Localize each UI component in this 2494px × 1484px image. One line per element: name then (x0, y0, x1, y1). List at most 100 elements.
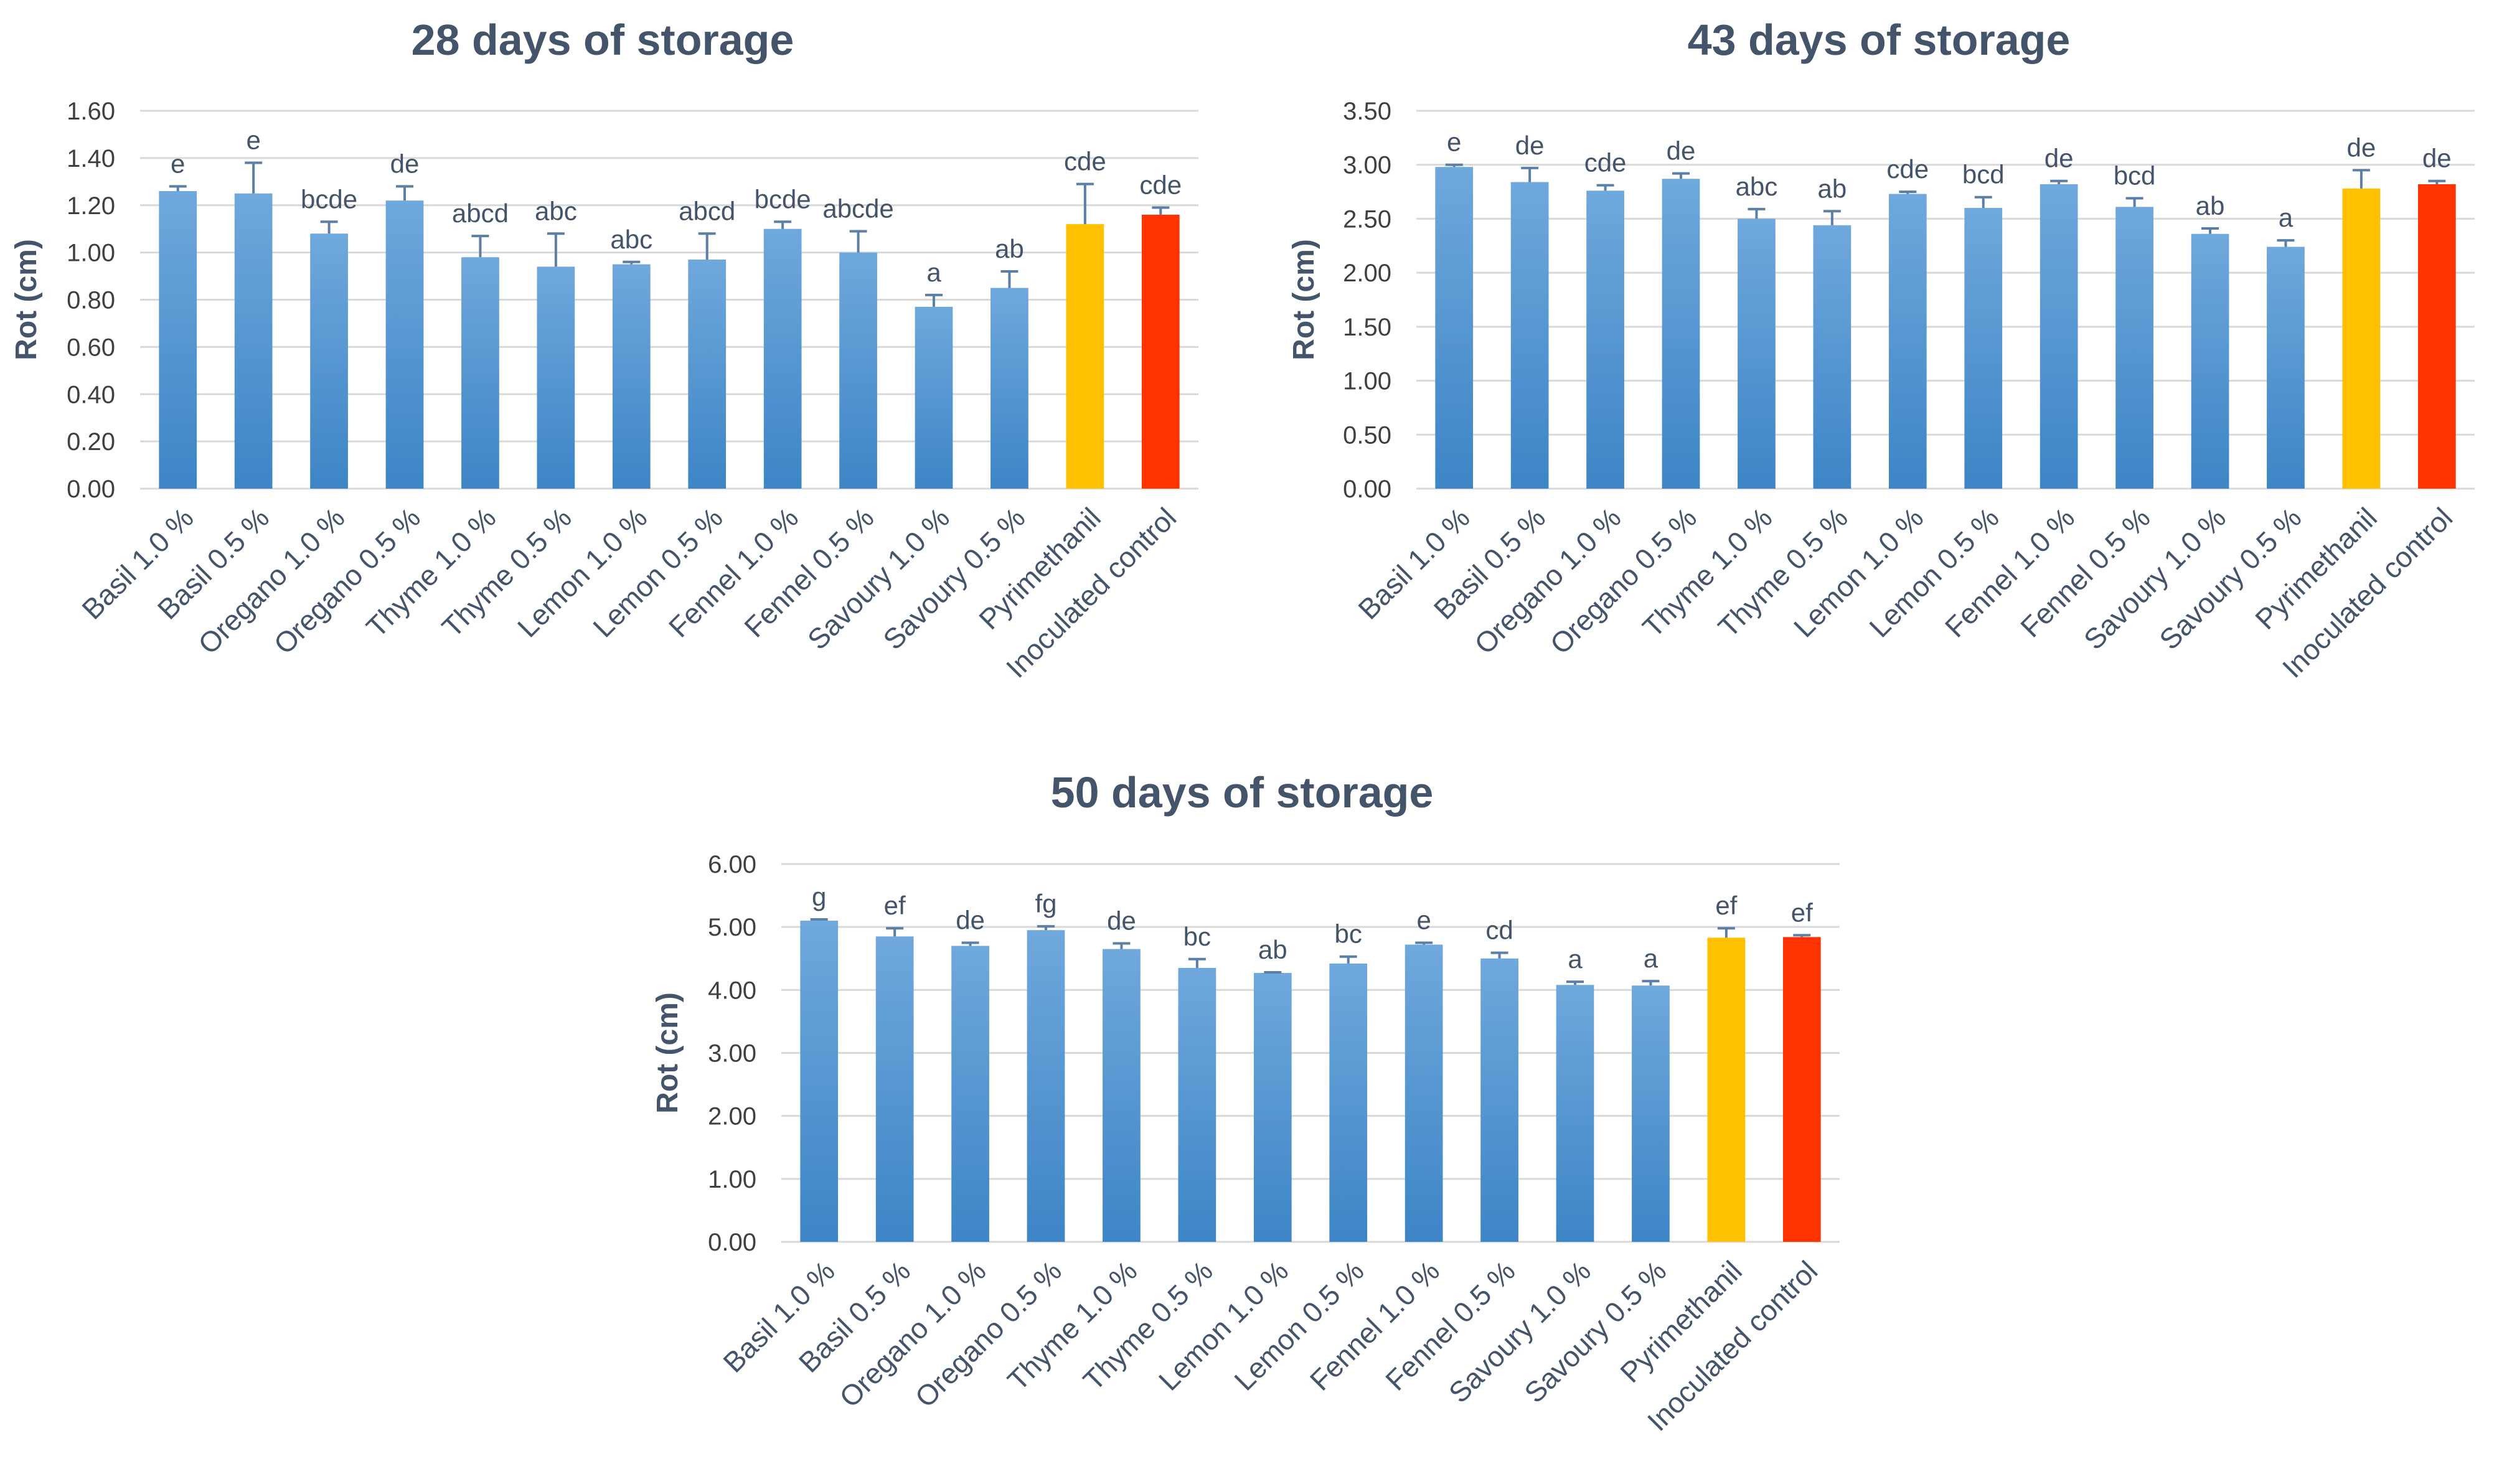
significance-label: ab (1258, 935, 1287, 964)
y-tick-label: 0.40 (67, 381, 115, 408)
bar (612, 264, 651, 489)
bar (2342, 188, 2381, 489)
significance-label: bcde (755, 184, 811, 214)
x-tick-label: Lemon 1.0 % (511, 501, 653, 643)
x-tick-label: Fennel 0.5 % (2014, 501, 2156, 643)
y-tick-label: 6.00 (708, 851, 756, 878)
bar (1556, 985, 1594, 1242)
bar (1027, 930, 1065, 1242)
y-tick-label: 0.00 (67, 476, 115, 503)
significance-label: de (2045, 144, 2074, 173)
significance-label: cde (1139, 171, 1182, 200)
y-tick-label: 0.50 (1343, 421, 1391, 449)
y-tick-label: 2.50 (1343, 205, 1391, 233)
significance-label: cde (1064, 147, 1106, 176)
y-tick-label: 0.00 (1343, 476, 1391, 503)
significance-label: e (1447, 128, 1461, 157)
x-tick-label: Thyme 0.5 % (1077, 1254, 1219, 1396)
y-tick-label: 1.00 (708, 1166, 756, 1193)
bar (385, 200, 424, 489)
x-tick-label: Thyme 1.0 % (1636, 501, 1778, 643)
significance-label: abc (535, 196, 577, 225)
bar (310, 233, 348, 489)
significance-label: abc (1736, 172, 1778, 201)
y-tick-label: 0.20 (67, 428, 115, 456)
significance-label: de (1515, 131, 1545, 160)
bar (234, 193, 273, 489)
significance-label: de (390, 149, 420, 178)
bar (159, 190, 197, 489)
x-tick-label: Thyme 0.5 % (1712, 501, 1854, 643)
bar (1510, 182, 1549, 489)
y-tick-label: 1.40 (67, 145, 115, 172)
significance-label: a (1644, 944, 1659, 973)
y-axis-label: Rot (cm) (651, 992, 684, 1114)
significance-label: cd (1485, 916, 1513, 945)
y-tick-label: 5.00 (708, 914, 756, 941)
bar (1662, 179, 1700, 489)
y-tick-label: 1.50 (1343, 314, 1391, 341)
bar (1707, 937, 1746, 1242)
bar (800, 921, 839, 1242)
bar (1405, 944, 1443, 1242)
bar (537, 266, 575, 489)
significance-label: a (926, 258, 941, 287)
significance-label: a (2279, 203, 2294, 232)
y-tick-label: 1.00 (67, 240, 115, 267)
bar (1480, 958, 1518, 1242)
bar (1178, 967, 1216, 1242)
y-tick-label: 1.00 (1343, 368, 1391, 395)
x-tick-label: Lemon 0.5 % (1228, 1254, 1370, 1396)
y-axis-label: Rot (cm) (10, 239, 43, 360)
significance-label: ef (1715, 891, 1737, 920)
y-tick-label: 4.00 (708, 977, 756, 1004)
significance-label: g (812, 882, 826, 911)
y-axis-label: Rot (cm) (1287, 239, 1320, 360)
bar (461, 257, 499, 489)
significance-label: bcd (1962, 160, 2005, 189)
significance-label: cde (1886, 154, 1929, 184)
x-tick-label: Fennel 1.0 % (1304, 1254, 1446, 1396)
significance-label: fg (1035, 889, 1056, 918)
bar (1066, 224, 1104, 489)
significance-label: e (246, 125, 260, 154)
bar (875, 936, 914, 1242)
chart-3: 50 days of storage Rot (cm) 0.00 1.00 2.00 3.… (651, 768, 1840, 1437)
significance-label: de (956, 905, 985, 934)
significance-label: bcd (2114, 161, 2156, 190)
y-tick-label: 0.00 (708, 1229, 756, 1256)
chart-2: 43 days of storage Rot (cm) 0.00 0.50 1.00 1.… (1287, 16, 2475, 684)
bar (915, 306, 953, 489)
significance-label: de (1667, 136, 1696, 166)
y-tick-label: 3.00 (708, 1040, 756, 1068)
x-tick-label: Fennel 1.0 % (1939, 501, 2081, 643)
x-tick-label: Lemon 1.0 % (1152, 1254, 1294, 1396)
bar (1888, 194, 1927, 489)
significance-label: a (1568, 944, 1583, 974)
significance-label: de (1107, 906, 1136, 935)
y-tick-label: 3.50 (1343, 98, 1391, 125)
bar (991, 288, 1028, 489)
bar (951, 946, 989, 1242)
significance-label: de (2346, 133, 2376, 162)
bar (2267, 247, 2305, 489)
x-tick-label: Fennel 0.5 % (1379, 1254, 1521, 1396)
y-tick-label: 2.00 (708, 1103, 756, 1130)
bar (2040, 184, 2078, 489)
significance-label: abc (610, 225, 652, 254)
x-tick-label: Thyme 1.0 % (360, 501, 502, 643)
significance-label: e (171, 149, 185, 178)
x-tick-label: Lemon 0.5 % (1863, 501, 2005, 643)
chart-1: 28 days of storage Rot (cm) 0.00 0.20 0.40 0.… (10, 16, 1198, 684)
y-tick-label: 1.60 (67, 98, 115, 125)
significance-label: e (1416, 905, 1431, 934)
significance-label: de (2422, 144, 2452, 173)
significance-label: bc (1183, 922, 1211, 951)
bar (1632, 985, 1670, 1242)
bar (2417, 184, 2456, 489)
significance-label: ab (995, 234, 1024, 263)
significance-label: ef (1791, 898, 1813, 927)
bar (1964, 208, 2003, 489)
x-tick-label: Fennel 1.0 % (662, 501, 804, 643)
